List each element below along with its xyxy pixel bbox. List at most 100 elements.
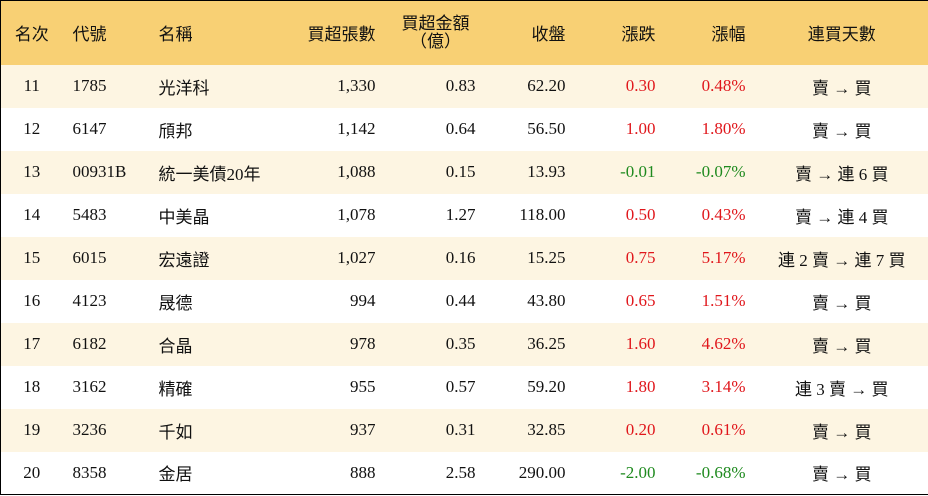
header-row: 名次 代號 名稱 買超張數 買超金額 （億） 收盤 漲跌 漲幅 連買天數 bbox=[0, 0, 928, 65]
table-cell: 0.30 bbox=[625, 76, 656, 95]
table-cell: 888 bbox=[350, 462, 376, 482]
table-cell: 978 bbox=[350, 334, 376, 353]
table-cell: 宏遠證 bbox=[158, 250, 210, 270]
table-cell: 賣 → 買 bbox=[812, 465, 872, 485]
header-cell: 收盤 bbox=[531, 25, 566, 45]
table-cell: 15.25 bbox=[527, 248, 566, 267]
table-cell: 118.00 bbox=[519, 205, 566, 224]
table-cell: 3162 bbox=[72, 377, 107, 396]
table-cell: 17 bbox=[23, 334, 41, 353]
table-cell: -0.68% bbox=[695, 462, 746, 482]
table-row: 13 00931B 統一美債20年 1,088 0.15 13.93 -0.01 -0.07%… bbox=[0, 150, 928, 194]
table-cell: 合晶 bbox=[158, 336, 193, 356]
table-cell: 賣 → 買 bbox=[812, 422, 872, 442]
table-cell: 0.20 bbox=[625, 420, 656, 439]
table-cell: 1.60 bbox=[625, 334, 656, 353]
table-cell: 1785 bbox=[72, 76, 107, 95]
table-cell: 0.16 bbox=[445, 248, 476, 267]
table-cell: 1.80 bbox=[625, 377, 656, 396]
table-cell: -2.00 bbox=[620, 462, 656, 482]
table-cell: 3.14% bbox=[701, 377, 746, 396]
table-row: 19 3236 千如 937 0.31 32.85 0.20 0.61% 賣 → 買 bbox=[0, 408, 928, 452]
table-cell: 0.57 bbox=[445, 377, 476, 396]
table-cell: 0.50 bbox=[625, 205, 656, 224]
table-cell: 賣 → 買 bbox=[812, 293, 872, 313]
table-cell: 0.61% bbox=[701, 420, 746, 439]
table-cell: 賣 → 連 4 買 bbox=[795, 207, 889, 227]
table-cell: 光洋科 bbox=[158, 78, 210, 98]
header-cell: 漲跌 bbox=[621, 25, 656, 45]
table-cell: 36.25 bbox=[527, 334, 566, 353]
table-cell: 1.27 bbox=[445, 205, 476, 224]
table-cell: 1.00 bbox=[625, 119, 656, 138]
table-cell: 0.15 bbox=[445, 162, 476, 181]
table-row: 17 6182 合晶 978 0.35 36.25 1.60 4.62% 賣 → 買 bbox=[0, 322, 928, 366]
header-cell: 買超張數 bbox=[307, 25, 376, 45]
table-cell: 賣 → 買 bbox=[812, 78, 872, 98]
table-cell: 4.62% bbox=[701, 334, 746, 353]
table-cell: 14 bbox=[23, 205, 41, 224]
table-cell: 賣 → 買 bbox=[812, 121, 872, 141]
table-cell: 13.93 bbox=[527, 162, 566, 181]
table-cell: 1,078 bbox=[337, 205, 376, 224]
table-cell: 994 bbox=[350, 291, 376, 310]
table-cell: 2.58 bbox=[445, 462, 476, 482]
table-cell: 頎邦 bbox=[158, 121, 193, 141]
header-cell: 買超金額 （億） bbox=[401, 13, 470, 51]
table-cell: 精確 bbox=[158, 379, 193, 399]
header-cell: 連買天數 bbox=[807, 25, 876, 45]
table-cell: 連 2 賣 → 連 7 買 bbox=[778, 250, 906, 270]
table-row: 16 4123 晟德 994 0.44 43.80 0.65 1.51% 賣 → 買 bbox=[1, 280, 928, 323]
table-cell: 12 bbox=[23, 119, 41, 138]
table-cell: 0.43% bbox=[701, 205, 746, 224]
table-cell: 20 bbox=[23, 462, 41, 482]
table-cell: 連 3 賣 → 買 bbox=[795, 379, 889, 399]
table-cell: 16 bbox=[23, 291, 41, 310]
table-cell: -0.07% bbox=[695, 162, 746, 181]
table-cell: 0.75 bbox=[625, 248, 656, 267]
header-cell: 漲幅 bbox=[711, 25, 746, 45]
table-cell: 13 bbox=[23, 162, 41, 181]
table-cell: 19 bbox=[23, 420, 41, 439]
table-cell: 3236 bbox=[72, 420, 107, 439]
table-cell: 4123 bbox=[72, 291, 107, 310]
table-cell: 中美晶 bbox=[158, 207, 210, 227]
table-cell: 0.65 bbox=[625, 291, 656, 310]
table-cell: 賣 → 買 bbox=[812, 336, 872, 356]
table-cell: 290.00 bbox=[518, 462, 566, 482]
table-row: 11 1785 光洋科 1,330 0.83 62.20 0.30 0.48% 賣 → 買 bbox=[0, 64, 928, 108]
table-cell: 11 bbox=[23, 76, 40, 95]
table-cell: 6147 bbox=[72, 119, 107, 138]
table-row: 20 8358 金居 888 2.58 290.00 -2.00 -0.68% 賣 → 買 bbox=[1, 452, 928, 495]
table-cell: 18 bbox=[23, 377, 41, 396]
table-cell: 32.85 bbox=[527, 420, 566, 439]
table-cell: 晟德 bbox=[158, 293, 193, 313]
table-cell: 1,142 bbox=[337, 119, 376, 138]
table-cell: 15 bbox=[23, 248, 41, 267]
table-cell: 1,088 bbox=[337, 162, 376, 181]
table-cell: 1.51% bbox=[701, 291, 746, 310]
table-cell: 0.44 bbox=[445, 291, 476, 310]
table-row: 15 6015 宏遠證 1,027 0.16 15.25 0.75 5.17% 連 2 賣 → … bbox=[0, 236, 928, 280]
table-cell: 千如 bbox=[158, 422, 193, 442]
table-cell: 0.31 bbox=[445, 420, 476, 439]
table-cell: 1,027 bbox=[337, 248, 376, 267]
table-cell: 8358 bbox=[72, 462, 107, 482]
header-cell: 代號 bbox=[72, 25, 107, 45]
table-cell: 5483 bbox=[72, 205, 107, 224]
header-cell: 名稱 bbox=[158, 25, 193, 45]
table-body: 11 1785 光洋科 1,330 0.83 62.20 0.30 0.48% 賣 → 買 12 6… bbox=[0, 64, 928, 495]
table-cell: 00931B bbox=[72, 162, 127, 181]
table-cell: 0.64 bbox=[445, 119, 476, 138]
table-header: 名次 代號 名稱 買超張數 買超金額 （億） 收盤 漲跌 漲幅 連買天數 bbox=[0, 0, 928, 65]
table-cell: 56.50 bbox=[527, 119, 566, 138]
table-cell: 0.35 bbox=[445, 334, 476, 353]
table-cell: 1,330 bbox=[337, 76, 376, 95]
table-row: 12 6147 頎邦 1,142 0.64 56.50 1.00 1.80% 賣 → 買 bbox=[1, 108, 928, 151]
header-cell: 名次 bbox=[14, 25, 49, 45]
table-cell: 6015 bbox=[72, 248, 107, 267]
table-cell: 5.17% bbox=[701, 248, 746, 267]
table-cell: 6182 bbox=[72, 334, 107, 353]
